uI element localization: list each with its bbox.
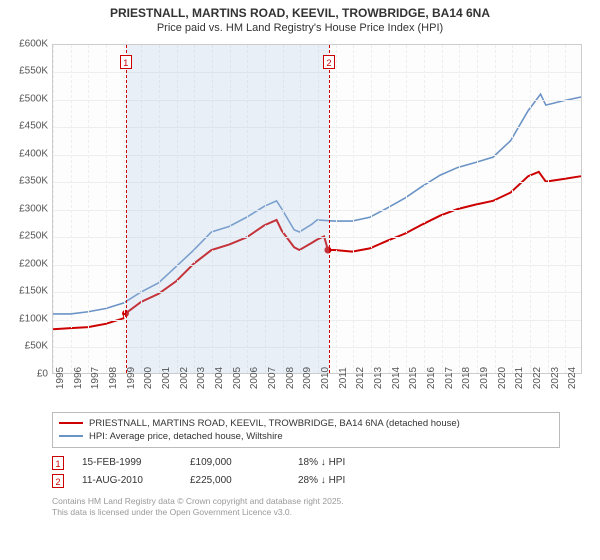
transaction-marker: 1 bbox=[52, 456, 64, 470]
y-tick-label: £150K bbox=[0, 286, 48, 297]
gridline-v bbox=[71, 45, 72, 373]
y-tick-label: £0 bbox=[0, 368, 48, 379]
footnote-line2: This data is licensed under the Open Gov… bbox=[52, 507, 560, 518]
x-tick-label: 2001 bbox=[161, 366, 172, 388]
marker-box: 2 bbox=[323, 55, 335, 69]
y-tick-label: £500K bbox=[0, 93, 48, 104]
x-tick-label: 2011 bbox=[338, 367, 349, 389]
gridline-v bbox=[477, 45, 478, 373]
x-tick-label: 2000 bbox=[143, 366, 154, 388]
gridline-v bbox=[459, 45, 460, 373]
marker-line bbox=[329, 45, 330, 373]
x-tick-label: 2015 bbox=[408, 366, 419, 388]
x-tick-label: 2019 bbox=[479, 366, 490, 388]
legend-label: PRIESTNALL, MARTINS ROAD, KEEVIL, TROWBR… bbox=[89, 418, 460, 429]
gridline-v bbox=[389, 45, 390, 373]
x-tick-label: 2022 bbox=[532, 366, 543, 388]
gridline-v bbox=[53, 45, 54, 373]
x-tick-label: 2008 bbox=[285, 366, 296, 388]
gridline-v bbox=[124, 45, 125, 373]
x-tick-label: 2014 bbox=[391, 366, 402, 388]
x-tick-label: 2009 bbox=[302, 366, 313, 388]
marker-line bbox=[126, 45, 127, 373]
x-tick-label: 1999 bbox=[126, 366, 137, 388]
legend-row: PRIESTNALL, MARTINS ROAD, KEEVIL, TROWBR… bbox=[59, 417, 553, 430]
y-tick-label: £250K bbox=[0, 231, 48, 242]
footnote-line1: Contains HM Land Registry data © Crown c… bbox=[52, 496, 560, 507]
legend-swatch bbox=[59, 435, 83, 437]
x-tick-label: 2018 bbox=[461, 366, 472, 388]
gridline-v bbox=[565, 45, 566, 373]
transaction-row: 1 15-FEB-1999 £109,000 18% ↓ HPI bbox=[52, 454, 560, 472]
x-tick-label: 2016 bbox=[426, 366, 437, 388]
y-tick-label: £400K bbox=[0, 148, 48, 159]
y-tick-label: £600K bbox=[0, 38, 48, 49]
transaction-diff: 28% ↓ HPI bbox=[298, 475, 388, 486]
x-tick-label: 2024 bbox=[567, 366, 578, 388]
y-tick-label: £550K bbox=[0, 66, 48, 77]
gridline-v bbox=[495, 45, 496, 373]
x-tick-label: 2010 bbox=[320, 366, 331, 388]
legend-swatch bbox=[59, 422, 83, 424]
transaction-row: 2 11-AUG-2010 £225,000 28% ↓ HPI bbox=[52, 472, 560, 490]
chart-title-line1: PRIESTNALL, MARTINS ROAD, KEEVIL, TROWBR… bbox=[0, 0, 600, 22]
gridline-v bbox=[442, 45, 443, 373]
gridline-v bbox=[406, 45, 407, 373]
transaction-date: 15-FEB-1999 bbox=[82, 457, 172, 468]
x-tick-label: 2021 bbox=[514, 366, 525, 388]
x-tick-label: 2017 bbox=[444, 366, 455, 388]
y-tick-label: £300K bbox=[0, 203, 48, 214]
x-tick-label: 1996 bbox=[73, 366, 84, 388]
x-tick-label: 2013 bbox=[373, 366, 384, 388]
footnote: Contains HM Land Registry data © Crown c… bbox=[52, 496, 560, 518]
y-tick-label: £50K bbox=[0, 341, 48, 352]
transaction-table: 1 15-FEB-1999 £109,000 18% ↓ HPI 2 11-AUG-201… bbox=[52, 454, 560, 490]
x-tick-label: 2002 bbox=[179, 366, 190, 388]
marker-box: 1 bbox=[120, 55, 132, 69]
gridline-v bbox=[336, 45, 337, 373]
y-tick-label: £100K bbox=[0, 313, 48, 324]
transaction-diff: 18% ↓ HPI bbox=[298, 457, 388, 468]
x-tick-label: 2005 bbox=[232, 366, 243, 388]
legend-row: HPI: Average price, detached house, Wilt… bbox=[59, 430, 553, 443]
gridline-v bbox=[512, 45, 513, 373]
chart-title-line2: Price paid vs. HM Land Registry's House … bbox=[0, 22, 600, 38]
gridline-v bbox=[424, 45, 425, 373]
transaction-price: £225,000 bbox=[190, 475, 280, 486]
x-tick-label: 2023 bbox=[550, 366, 561, 388]
x-tick-label: 2012 bbox=[355, 366, 366, 388]
y-tick-label: £200K bbox=[0, 258, 48, 269]
x-tick-label: 1997 bbox=[90, 366, 101, 388]
plot-area: 12 bbox=[52, 44, 582, 374]
x-tick-label: 2020 bbox=[497, 366, 508, 388]
gridline-v bbox=[530, 45, 531, 373]
x-tick-label: 2003 bbox=[196, 366, 207, 388]
x-tick-label: 2006 bbox=[249, 366, 260, 388]
transaction-price: £109,000 bbox=[190, 457, 280, 468]
x-tick-label: 2007 bbox=[267, 366, 278, 388]
x-tick-label: 1998 bbox=[108, 366, 119, 388]
legend: PRIESTNALL, MARTINS ROAD, KEEVIL, TROWBR… bbox=[52, 412, 560, 448]
transaction-marker: 2 bbox=[52, 474, 64, 488]
gridline-v bbox=[548, 45, 549, 373]
gridline-v bbox=[88, 45, 89, 373]
y-tick-label: £350K bbox=[0, 176, 48, 187]
y-tick-label: £450K bbox=[0, 121, 48, 132]
transaction-date: 11-AUG-2010 bbox=[82, 475, 172, 486]
gridline-v bbox=[371, 45, 372, 373]
chart-container: 12 £0£50K£100K£150K£200K£250K£300K£350K£… bbox=[0, 38, 600, 408]
x-tick-label: 1995 bbox=[55, 366, 66, 388]
shade-region bbox=[126, 45, 329, 373]
gridline-v bbox=[353, 45, 354, 373]
x-tick-label: 2004 bbox=[214, 366, 225, 388]
legend-label: HPI: Average price, detached house, Wilt… bbox=[89, 431, 283, 442]
gridline-v bbox=[106, 45, 107, 373]
